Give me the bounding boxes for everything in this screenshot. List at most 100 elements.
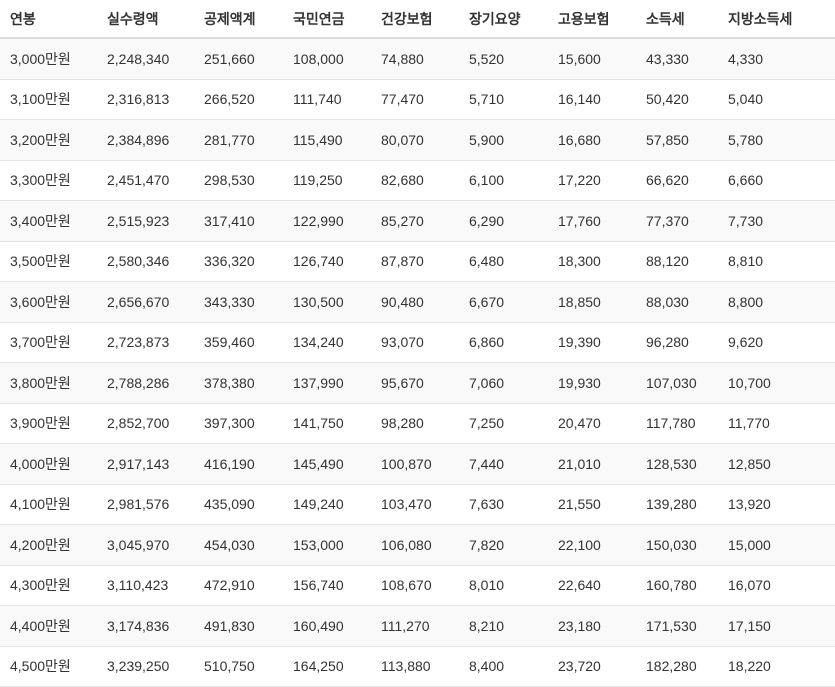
table-cell: 57,850	[636, 119, 718, 161]
table-cell: 336,320	[194, 241, 283, 282]
table-cell: 150,030	[636, 524, 718, 566]
table-cell: 7,630	[459, 484, 548, 525]
table-cell: 100,870	[371, 443, 459, 485]
table-cell: 171,530	[636, 605, 718, 647]
table-cell: 108,000	[283, 38, 371, 80]
table-cell: 6,290	[459, 200, 548, 242]
table-cell: 3,700만원	[0, 322, 97, 363]
table-cell: 77,370	[636, 200, 718, 242]
table-cell: 343,330	[194, 281, 283, 323]
table-cell: 3,110,423	[97, 565, 194, 606]
table-cell: 119,250	[283, 160, 371, 201]
table-cell: 397,300	[194, 403, 283, 444]
table-cell: 6,100	[459, 160, 548, 201]
table-cell: 298,530	[194, 160, 283, 201]
table-cell: 2,316,813	[97, 79, 194, 120]
table-header: 연봉 실수령액 공제액계 국민연금 건강보험 장기요양 고용보험 소득세 지방소득세	[0, 0, 835, 39]
table-cell: 115,490	[283, 119, 371, 161]
table-cell: 182,280	[636, 646, 718, 687]
table-cell: 5,900	[459, 119, 548, 161]
table-cell: 98,280	[371, 403, 459, 444]
table-cell: 435,090	[194, 484, 283, 525]
table-cell: 22,100	[548, 524, 636, 566]
table-cell: 4,200만원	[0, 524, 97, 566]
table-cell: 3,800만원	[0, 362, 97, 404]
table-row: 3,700만원 2,723,873 359,460 134,240 93,070 6,86…	[0, 322, 835, 363]
table-cell: 9,620	[718, 322, 835, 363]
table-row: 3,600만원 2,656,670 343,330 130,500 90,480 6,67…	[0, 281, 835, 323]
table-cell: 359,460	[194, 322, 283, 363]
table-cell: 317,410	[194, 200, 283, 242]
table-cell: 160,490	[283, 605, 371, 647]
table-cell: 156,740	[283, 565, 371, 606]
table-cell: 2,981,576	[97, 484, 194, 525]
table-cell: 4,500만원	[0, 646, 97, 687]
table-cell: 3,000만원	[0, 38, 97, 80]
table-cell: 111,740	[283, 79, 371, 120]
table-row: 3,500만원 2,580,346 336,320 126,740 87,870 6,48…	[0, 241, 835, 282]
table-cell: 106,080	[371, 524, 459, 566]
table-cell: 108,670	[371, 565, 459, 606]
table-body: 3,000만원 2,248,340 251,660 108,000 74,880 5,52…	[0, 38, 835, 687]
column-header: 건강보험	[371, 0, 459, 39]
table-row: 3,100만원 2,316,813 266,520 111,740 77,470 5,71…	[0, 79, 835, 120]
table-cell: 3,239,250	[97, 646, 194, 687]
table-cell: 164,250	[283, 646, 371, 687]
table-cell: 149,240	[283, 484, 371, 525]
table-cell: 2,384,896	[97, 119, 194, 161]
table-cell: 2,580,346	[97, 241, 194, 282]
column-header: 소득세	[636, 0, 718, 39]
table-cell: 454,030	[194, 524, 283, 566]
table-cell: 4,400만원	[0, 605, 97, 647]
table-cell: 74,880	[371, 38, 459, 80]
table-cell: 12,850	[718, 443, 835, 485]
table-cell: 23,720	[548, 646, 636, 687]
table-cell: 281,770	[194, 119, 283, 161]
table-cell: 2,656,670	[97, 281, 194, 323]
column-header: 고용보험	[548, 0, 636, 39]
table-cell: 134,240	[283, 322, 371, 363]
table-cell: 7,440	[459, 443, 548, 485]
table-cell: 153,000	[283, 524, 371, 566]
table-cell: 4,330	[718, 38, 835, 80]
table-cell: 77,470	[371, 79, 459, 120]
table-row: 4,400만원 3,174,836 491,830 160,490 111,270 8,2…	[0, 605, 835, 647]
table-cell: 3,100만원	[0, 79, 97, 120]
table-cell: 15,600	[548, 38, 636, 80]
table-cell: 2,852,700	[97, 403, 194, 444]
table-cell: 21,550	[548, 484, 636, 525]
table-cell: 4,000만원	[0, 443, 97, 485]
table-row: 3,300만원 2,451,470 298,530 119,250 82,680 6,10…	[0, 160, 835, 201]
table-cell: 3,045,970	[97, 524, 194, 566]
table-cell: 2,788,286	[97, 362, 194, 404]
table-cell: 3,300만원	[0, 160, 97, 201]
column-header: 공제액계	[194, 0, 283, 39]
table-cell: 19,390	[548, 322, 636, 363]
table-cell: 7,730	[718, 200, 835, 242]
table-cell: 23,180	[548, 605, 636, 647]
table-cell: 111,270	[371, 605, 459, 647]
table-cell: 90,480	[371, 281, 459, 323]
table-cell: 7,060	[459, 362, 548, 404]
table-cell: 43,330	[636, 38, 718, 80]
table-cell: 3,900만원	[0, 403, 97, 444]
table-cell: 139,280	[636, 484, 718, 525]
table-cell: 18,850	[548, 281, 636, 323]
table-cell: 88,030	[636, 281, 718, 323]
table-cell: 13,920	[718, 484, 835, 525]
table-cell: 18,220	[718, 646, 835, 687]
table-cell: 16,070	[718, 565, 835, 606]
table-cell: 3,600만원	[0, 281, 97, 323]
column-header: 지방소득세	[718, 0, 835, 39]
table-cell: 2,723,873	[97, 322, 194, 363]
table-cell: 2,451,470	[97, 160, 194, 201]
table-cell: 10,700	[718, 362, 835, 404]
table-cell: 80,070	[371, 119, 459, 161]
table-cell: 95,670	[371, 362, 459, 404]
column-header: 연봉	[0, 0, 97, 39]
table-cell: 117,780	[636, 403, 718, 444]
table-cell: 22,640	[548, 565, 636, 606]
table-cell: 107,030	[636, 362, 718, 404]
table-cell: 19,930	[548, 362, 636, 404]
